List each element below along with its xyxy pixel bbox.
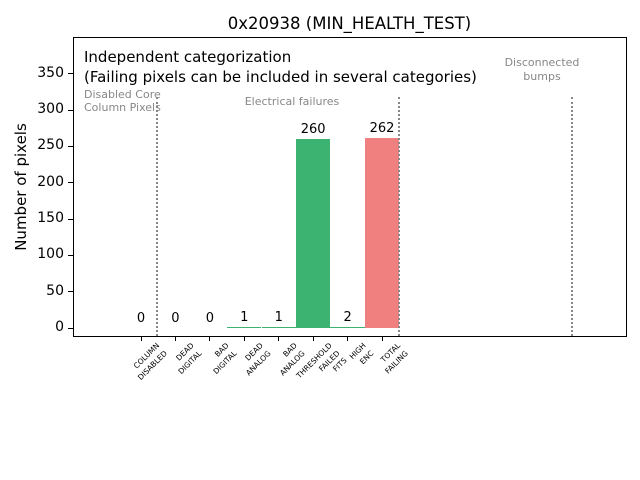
y-tick-label: 100 — [37, 246, 64, 263]
y-tickmark — [68, 73, 73, 75]
y-tick-label: 250 — [37, 137, 64, 154]
x-tick-label: DEAD ANALOG — [243, 341, 273, 378]
y-tickmark — [68, 327, 73, 329]
bar — [330, 326, 365, 328]
y-tickmark — [68, 291, 73, 293]
annotation: (Failing pixels can be included in sever… — [84, 68, 477, 86]
chart-title: 0x20938 (MIN_HEALTH_TEST) — [227, 14, 472, 33]
plot-area — [73, 37, 627, 337]
bar-value-label: 0 — [205, 311, 214, 326]
x-tickmark — [174, 337, 176, 341]
bar-value-label: 262 — [369, 120, 395, 136]
section-separator-line — [156, 97, 158, 336]
y-tick-label: 300 — [37, 101, 64, 118]
x-tick-label: THRESHOLD FAILED FITS — [294, 341, 349, 381]
bar-value-label: 0 — [171, 311, 180, 326]
x-tickmark — [312, 337, 314, 341]
section-separator-line — [398, 97, 400, 336]
bar-value-label: 2 — [343, 309, 352, 325]
y-tickmark — [68, 182, 73, 184]
annotation: Independent categorization — [84, 48, 292, 66]
x-tickmark — [278, 337, 280, 341]
y-tick-label: 350 — [37, 64, 64, 81]
x-tickmark — [381, 337, 383, 341]
annotation: Disabled Core Column Pixels — [84, 88, 161, 114]
y-tick-label: 50 — [46, 282, 64, 299]
x-tickmark — [347, 337, 349, 341]
annotation: Disconnected bumps — [504, 56, 580, 83]
bar-value-label: 0 — [136, 311, 146, 326]
y-tick-label: 200 — [37, 173, 64, 190]
y-tickmark — [68, 109, 73, 111]
x-tick-label: HIGH ENC — [347, 341, 376, 366]
annotation: Electrical failures — [244, 95, 340, 108]
y-tickmark — [68, 254, 73, 256]
x-tick-label: BAD DIGITAL — [210, 341, 238, 376]
x-tick-label: COLUMN DISABLED — [131, 341, 169, 382]
y-tick-label: 150 — [37, 210, 64, 226]
x-tick-label: DEAD DIGITAL — [174, 341, 204, 376]
x-tickmark — [140, 337, 142, 341]
bar — [295, 139, 331, 328]
bar-value-label: 1 — [240, 310, 249, 326]
y-tick-label: 0 — [55, 319, 64, 335]
y-tickmark — [68, 145, 73, 147]
section-separator-line — [571, 97, 573, 336]
x-tickmark — [209, 337, 211, 341]
x-tick-label: TOTAL FAILING — [379, 341, 410, 376]
bar-value-label: 1 — [274, 310, 283, 326]
bar — [364, 137, 400, 328]
y-tickmark — [68, 218, 73, 220]
bar-value-label: 260 — [300, 122, 326, 138]
bar — [227, 327, 262, 329]
bar — [261, 327, 296, 329]
x-tickmark — [243, 337, 245, 341]
